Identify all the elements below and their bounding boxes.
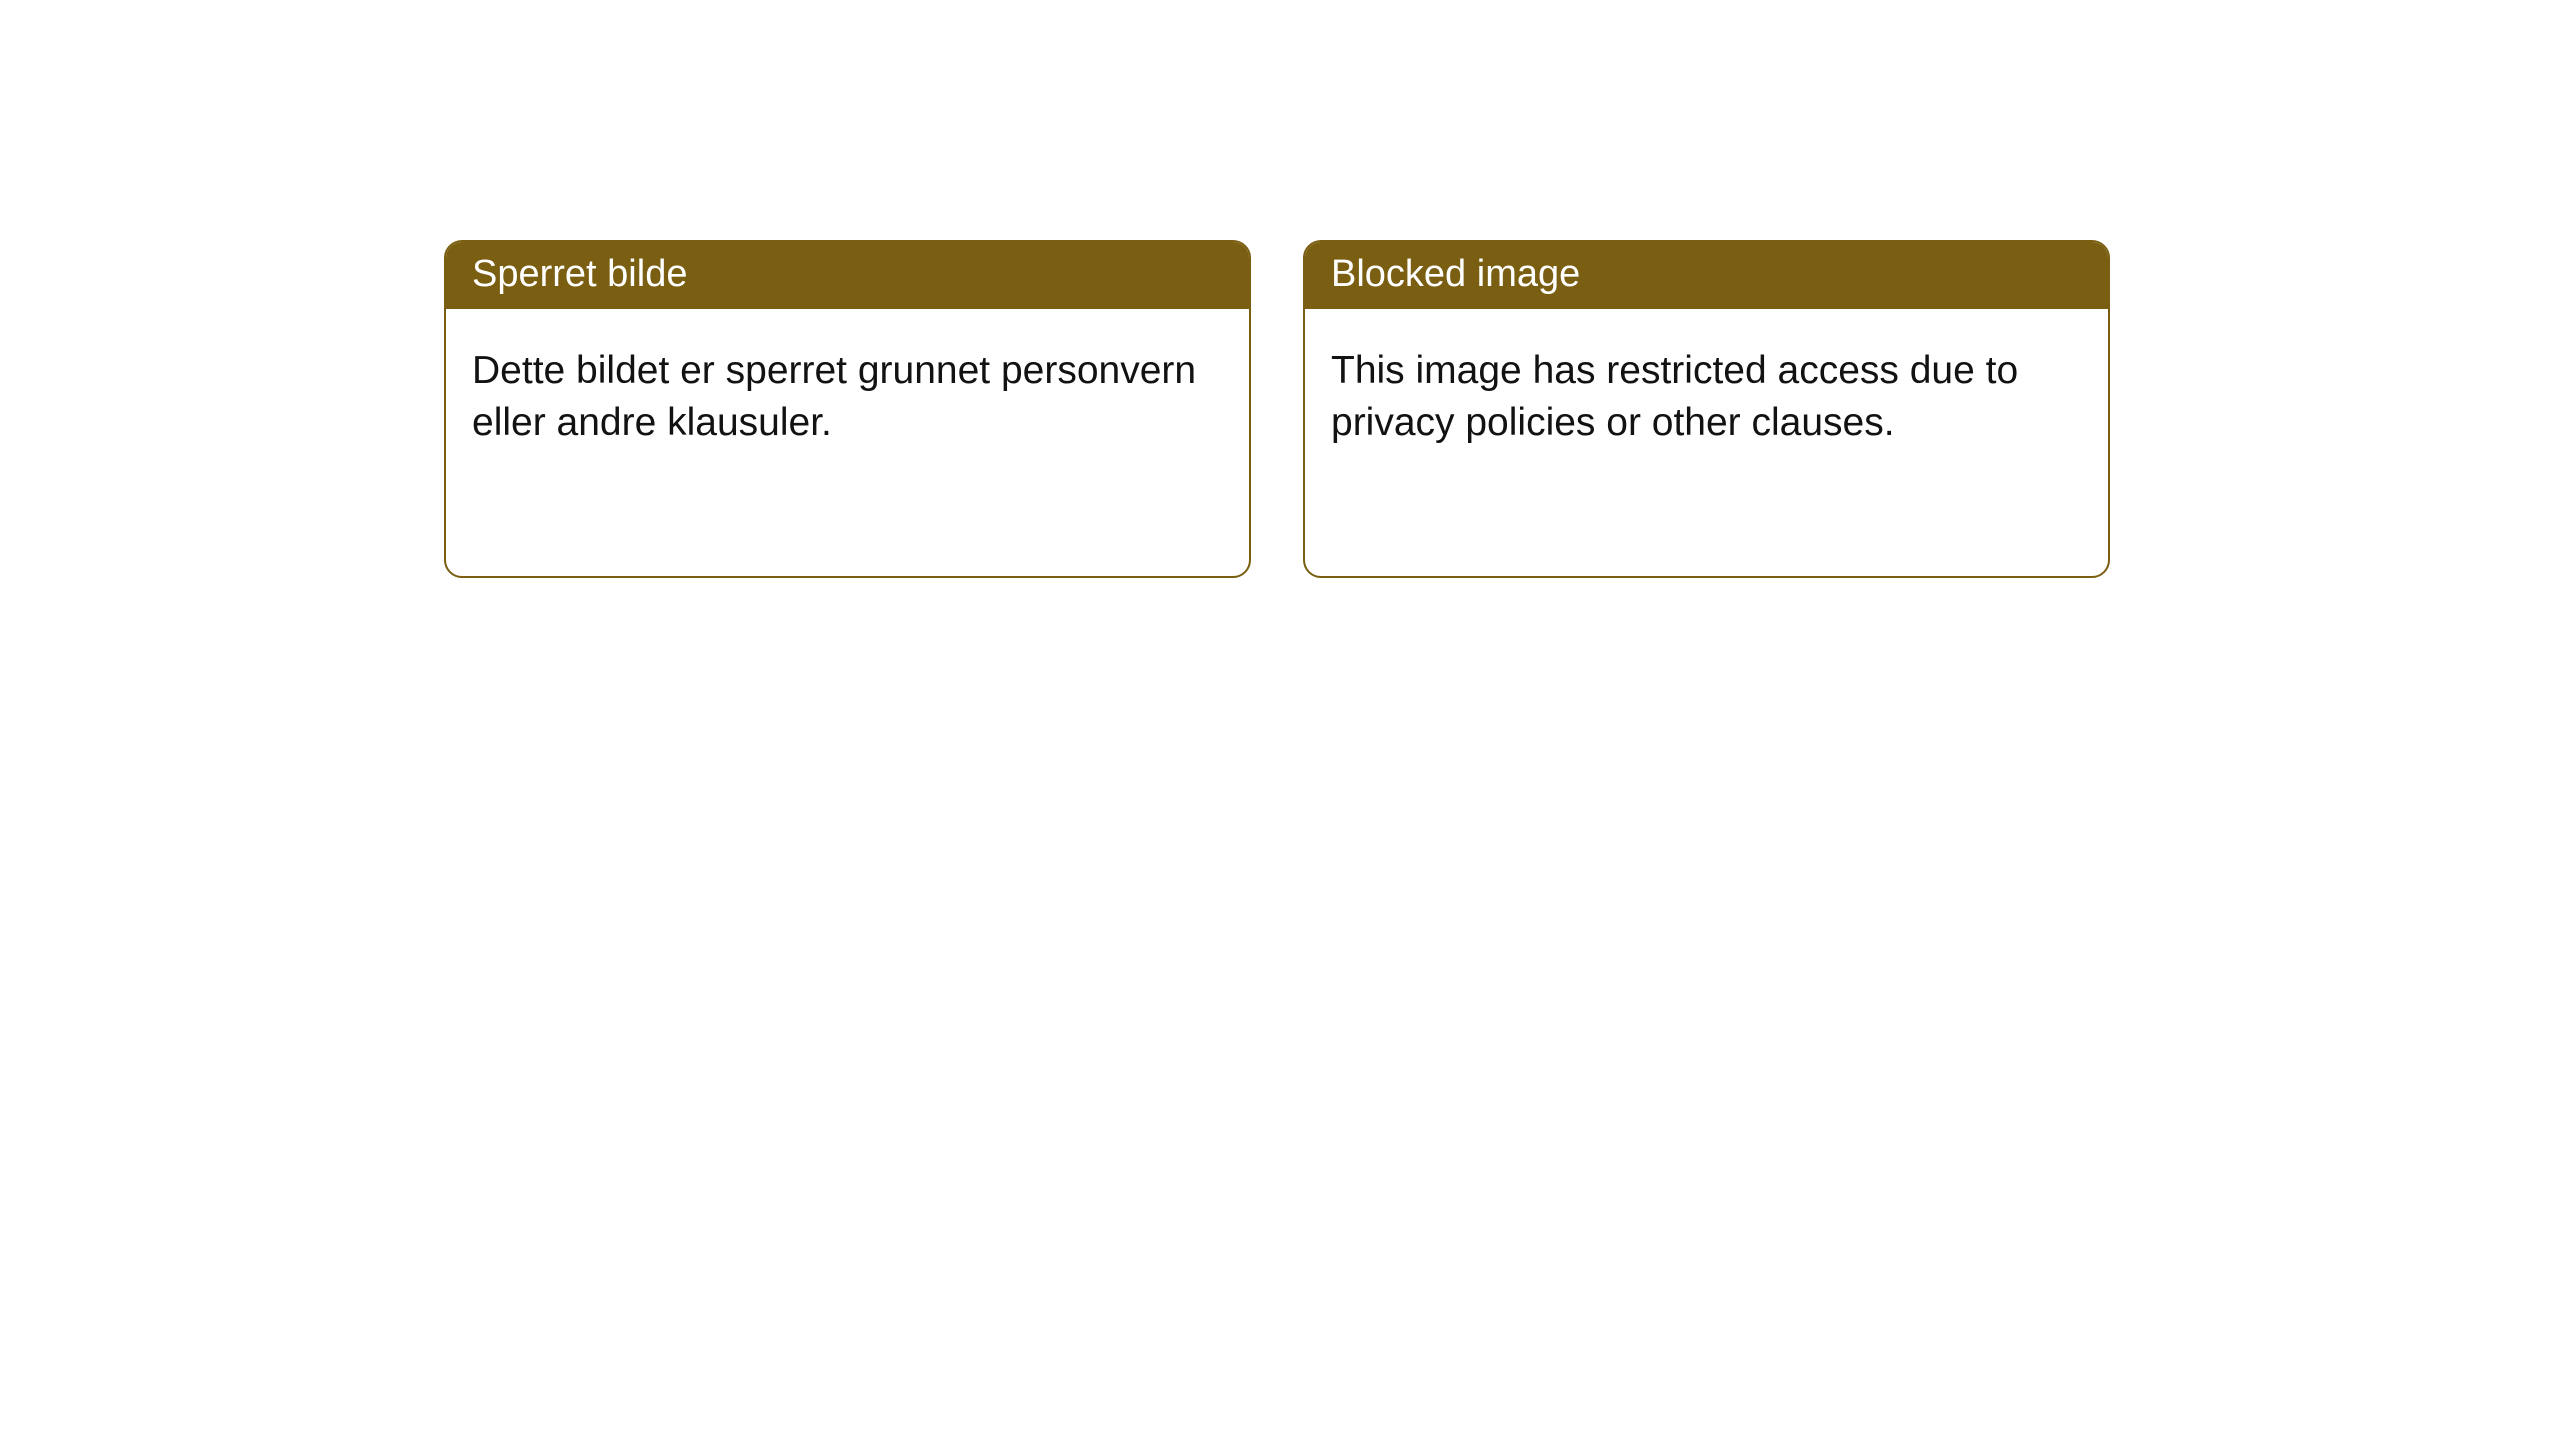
notice-header-english: Blocked image [1305,242,2108,309]
notice-container: Sperret bilde Dette bildet er sperret gr… [0,0,2560,578]
notice-header-norwegian: Sperret bilde [446,242,1249,309]
notice-card-norwegian: Sperret bilde Dette bildet er sperret gr… [444,240,1251,578]
notice-body-norwegian: Dette bildet er sperret grunnet personve… [446,309,1249,576]
notice-card-english: Blocked image This image has restricted … [1303,240,2110,578]
notice-body-english: This image has restricted access due to … [1305,309,2108,576]
